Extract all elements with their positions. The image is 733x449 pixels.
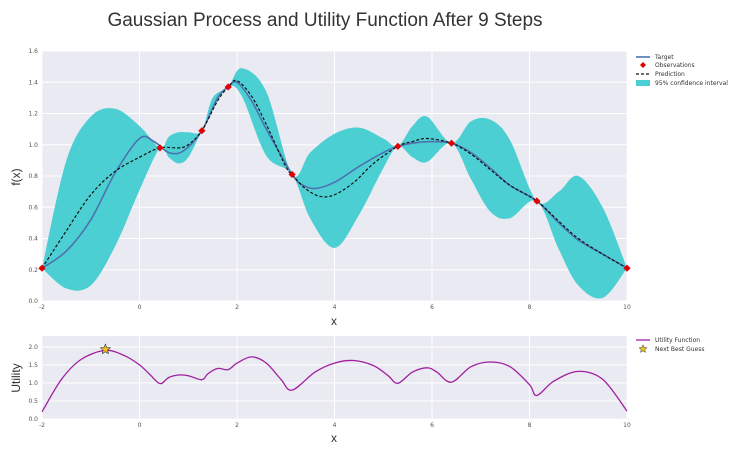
gp-y-tick-5: 1.0 [28,142,38,149]
gp-y-tick-4: 0.8 [28,173,38,180]
gp-y-tick-6: 1.2 [28,111,38,118]
gp-x-tick-1: 0 [138,304,142,311]
chart-title: Gaussian Process and Utility Function Af… [107,10,543,31]
gp-x-tick-6: 10 [623,304,631,311]
gp-y-tick-3: 0.6 [28,204,38,211]
utility-y-tick-1: 0.5 [28,398,38,405]
prediction-line [41,79,628,269]
confidence-interval-band [42,68,627,299]
gp-tick-labels: -2 0 2 4 6 8 10 0.0 0.2 0.4 0.6 0.8 1.0 1.2 1.4 1.6 [28,48,631,311]
observation-points [38,83,631,272]
gp-grid [41,50,628,302]
observation-point-5 [394,142,402,150]
gp-x-tick-5: 8 [528,304,532,311]
gp-y-tick-7: 1.4 [28,79,38,86]
utility-line [41,349,628,413]
legend-label-observations: Observations [655,62,695,69]
gp-y-tick-2: 0.4 [28,236,38,243]
legend-swatch-next-best [638,344,648,353]
utility-plot: -2 0 2 4 6 8 10 0.0 0.5 1.0 1.5 2.0 [28,336,631,429]
observation-point-8 [623,264,631,272]
utility-x-tick-3: 4 [333,422,337,429]
utility-x-tick-1: 0 [138,422,142,429]
gp-x-tick-4: 6 [430,304,434,311]
observation-point-2 [198,127,206,135]
legend-label-next-best: Next Best Guess [655,346,704,353]
utility-y-tick-0: 0.0 [28,416,38,423]
gp-x-tick-2: 2 [235,304,239,311]
observation-point-6 [447,139,456,147]
utility-x-tick-4: 6 [430,422,434,429]
utility-y-tick-2: 1.0 [28,380,38,387]
utility-x-tick-0: -2 [39,422,45,429]
legend-label-target: Target [654,54,674,61]
next-best-guess-star [99,343,112,355]
gp-plot: -2 0 2 4 6 8 10 0.0 0.2 0.4 0.6 0.8 1.0 1.2 1.4 1.6 [28,48,631,311]
utility-x-tick-2: 2 [235,422,239,429]
utility-x-axis-label: x [331,431,337,445]
legend-label-prediction: Prediction [655,71,685,78]
gp-y-axis-label: f(x) [9,168,23,185]
gp-x-axis-label: x [331,314,337,328]
utility-grid [41,336,628,420]
gp-y-tick-8: 1.6 [28,48,38,55]
gp-y-tick-0: 0.0 [28,298,38,305]
gp-x-tick-3: 4 [333,304,337,311]
legend-swatch-interval [636,80,650,86]
observation-point-4 [288,170,296,179]
utility-legend: Utility Function Next Best Guess [636,337,704,353]
utility-y-tick-4: 2.0 [28,344,38,351]
observation-point-7 [533,197,541,205]
utility-y-tick-3: 1.5 [28,362,38,369]
observation-point-0 [38,264,46,272]
utility-x-tick-6: 10 [623,422,631,429]
legend-swatch-observations [640,62,646,68]
legend-label-interval: 95% confidence interval [655,80,728,87]
gp-y-tick-1: 0.2 [28,267,38,274]
utility-y-axis-label: Utility [9,363,23,392]
gp-x-tick-0: -2 [39,304,45,311]
legend-label-utility: Utility Function [655,337,700,344]
observation-point-1 [156,144,164,152]
utility-tick-labels: -2 0 2 4 6 8 10 0.0 0.5 1.0 1.5 2.0 [28,344,631,429]
utility-x-tick-5: 8 [528,422,532,429]
gp-legend: Target Observations Prediction 95% confi… [636,54,728,87]
observation-point-3 [224,83,232,91]
